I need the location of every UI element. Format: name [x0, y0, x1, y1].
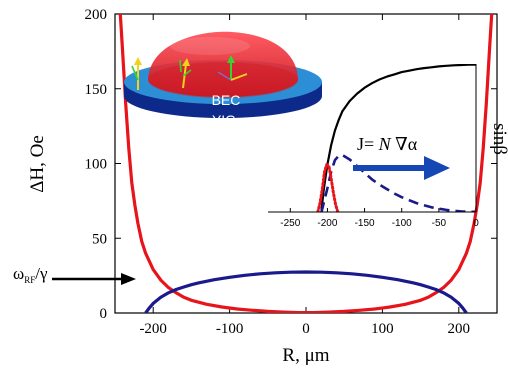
inset-x-tick-label: -200 — [317, 218, 337, 229]
main-x-tick-label: -200 — [139, 321, 167, 337]
flux-prefix: J= — [357, 134, 379, 154]
main-x-axis-title: R, μm — [282, 345, 329, 366]
main-x-tick-label: 100 — [371, 321, 394, 337]
inset-x-tick-label: 0 — [473, 218, 479, 229]
main-y-tick-label: 100 — [85, 157, 108, 173]
inset-dashed-curve — [320, 153, 476, 212]
main-x-tick-label: 0 — [302, 321, 310, 337]
inset-axis-ticks: -250 -200 -150 -100 -50 0 — [280, 208, 479, 229]
main-y-axis-title: ΔH, Oe — [27, 135, 48, 193]
main-y-tick-label: 200 — [85, 7, 108, 23]
omega-suffix: /γ — [35, 264, 48, 283]
frequency-curve — [144, 270, 468, 313]
inset-solid-curve — [320, 64, 476, 211]
main-y-tick-label: 50 — [92, 231, 107, 247]
inset-x-tick-label: -150 — [355, 218, 375, 229]
inset-x-tick-label: -100 — [392, 218, 412, 229]
inset-x-tick-label: -50 — [432, 218, 447, 229]
inset-frame — [268, 64, 477, 213]
spin-arrow-middle — [179, 58, 192, 89]
main-y-tick-label: 0 — [100, 306, 108, 322]
main-x-tick-label: -100 — [216, 321, 244, 337]
flux-arrow — [353, 156, 450, 180]
bec-dome — [148, 31, 299, 98]
spin-arrow-left — [131, 57, 142, 90]
main-curves — [118, 14, 494, 313]
linewidth-curve — [118, 14, 494, 313]
flux-suffix: ∇α — [391, 134, 418, 154]
main-x-tick-label: 200 — [448, 321, 471, 337]
main-y-tick-label: 150 — [85, 82, 108, 98]
schematic-illustration: BEC YIG — [124, 31, 322, 128]
omega-subscript: RF — [24, 275, 35, 285]
inset-curves — [316, 64, 476, 212]
inset-y-axis-title: sinβ — [489, 123, 508, 155]
yig-label: YIG — [212, 112, 236, 128]
flux-n: N — [378, 134, 392, 154]
main-axis-ticks: -200 -100 0 100 200 0 50 100 150 200 — [85, 7, 497, 337]
inset-x-tick-label: -250 — [280, 218, 300, 229]
flux-annotation: J= N ∇α — [357, 134, 418, 154]
inset-dotted-curve — [316, 163, 340, 212]
omega-symbol: ω — [13, 264, 24, 283]
omega-arrow — [52, 273, 136, 285]
spin-arrow-right — [217, 55, 248, 81]
omega-annotation: ωRF/γ — [13, 264, 48, 285]
bec-label: BEC — [212, 92, 241, 108]
